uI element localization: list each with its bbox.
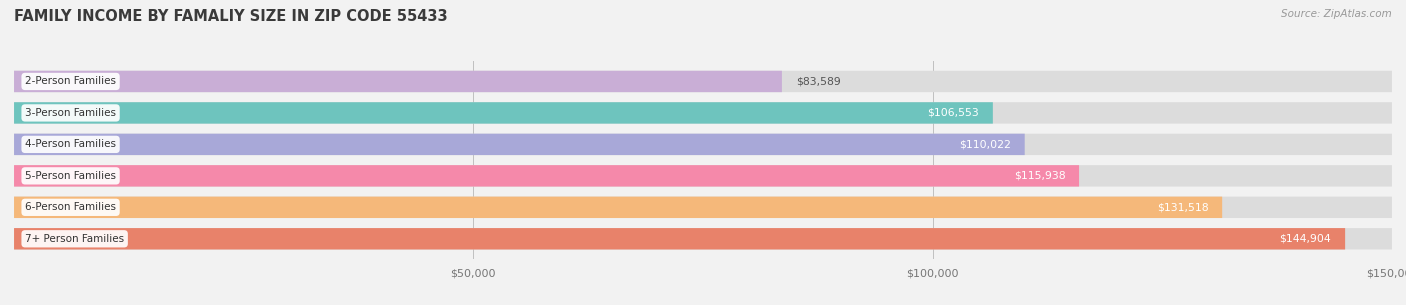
FancyBboxPatch shape: [14, 102, 993, 124]
Text: $83,589: $83,589: [796, 77, 841, 86]
Text: $144,904: $144,904: [1279, 234, 1331, 244]
Text: 4-Person Families: 4-Person Families: [25, 139, 117, 149]
FancyBboxPatch shape: [14, 134, 1025, 155]
FancyBboxPatch shape: [14, 165, 1392, 187]
FancyBboxPatch shape: [14, 197, 1392, 218]
FancyBboxPatch shape: [14, 102, 1392, 124]
FancyBboxPatch shape: [14, 165, 1078, 187]
FancyBboxPatch shape: [14, 71, 782, 92]
Text: $106,553: $106,553: [928, 108, 979, 118]
Text: 6-Person Families: 6-Person Families: [25, 202, 117, 212]
Text: 3-Person Families: 3-Person Families: [25, 108, 117, 118]
FancyBboxPatch shape: [14, 71, 1392, 92]
Text: FAMILY INCOME BY FAMALIY SIZE IN ZIP CODE 55433: FAMILY INCOME BY FAMALIY SIZE IN ZIP COD…: [14, 9, 447, 24]
Text: 7+ Person Families: 7+ Person Families: [25, 234, 124, 244]
FancyBboxPatch shape: [14, 134, 1392, 155]
Text: Source: ZipAtlas.com: Source: ZipAtlas.com: [1281, 9, 1392, 19]
Text: $110,022: $110,022: [959, 139, 1011, 149]
Text: 5-Person Families: 5-Person Families: [25, 171, 117, 181]
FancyBboxPatch shape: [14, 228, 1346, 249]
Text: 2-Person Families: 2-Person Families: [25, 77, 117, 86]
FancyBboxPatch shape: [14, 197, 1222, 218]
FancyBboxPatch shape: [14, 228, 1392, 249]
Text: $131,518: $131,518: [1157, 202, 1208, 212]
Text: $115,938: $115,938: [1014, 171, 1066, 181]
